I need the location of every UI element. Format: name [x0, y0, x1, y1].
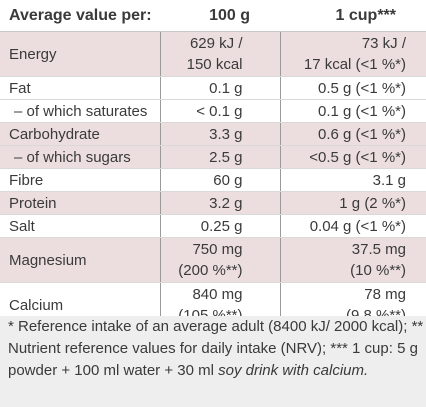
value-line: 73 kJ /: [361, 35, 406, 52]
header-per-cup: 1 cup***: [280, 0, 426, 32]
footnote-italic-text: soy drink with calcium.: [218, 362, 369, 379]
row-carbohydrate: Carbohydrate 3.3 g 0.6 g (<1 %*): [0, 122, 426, 146]
nutrient-name: – of which sugars: [0, 145, 160, 169]
value-per-100g: < 0.1 g: [159, 99, 280, 123]
row-fibre: Fibre 60 g 3.1 g: [0, 168, 426, 192]
nutrient-name: Salt: [0, 214, 160, 238]
value-line: 17 kcal (<1 %*): [303, 56, 406, 73]
value-line: (10 %**): [350, 262, 406, 279]
value-per-100g: 0.1 g: [159, 76, 280, 100]
nutrient-name: Energy: [0, 31, 160, 77]
row-sugars: – of which sugars 2.5 g <0.5 g (<1 %*): [0, 145, 426, 169]
value-per-cup: 0.5 g (<1 %*): [279, 76, 426, 100]
row-magnesium: Magnesium 750 mg (200 %**) 37.5 mg (10 %…: [0, 237, 426, 283]
footnote: * Reference intake of an average adult (…: [0, 316, 426, 407]
nutrient-name: Fat: [0, 76, 160, 100]
value-per-cup: 37.5 mg (10 %**): [279, 237, 426, 283]
value-line: 150 kcal: [186, 56, 243, 73]
value-per-cup: 0.1 g (<1 %*): [279, 99, 426, 123]
nutrient-name: Protein: [0, 191, 160, 215]
value-line: 840 mg: [192, 286, 243, 303]
value-per-cup: 0.6 g (<1 %*): [279, 122, 426, 146]
header-per-100g: 100 g: [160, 0, 280, 32]
value-per-cup: 73 kJ / 17 kcal (<1 %*): [279, 31, 426, 77]
row-energy: Energy 629 kJ / 150 kcal 73 kJ / 17 kcal…: [0, 31, 426, 77]
nutrient-name: – of which saturates: [0, 99, 160, 123]
value-per-100g: 750 mg (200 %**): [159, 237, 280, 283]
footnote-text: * Reference intake of an average adult (…: [8, 318, 424, 379]
table-header-row: Average value per: 100 g 1 cup***: [0, 0, 426, 32]
header-average-value: Average value per:: [0, 0, 160, 32]
row-saturates: – of which saturates < 0.1 g 0.1 g (<1 %…: [0, 99, 426, 123]
nutrition-table: Average value per: 100 g 1 cup*** Energy…: [0, 0, 426, 328]
nutrient-name: Carbohydrate: [0, 122, 160, 146]
value-per-cup: 1 g (2 %*): [279, 191, 426, 215]
value-per-100g: 0.25 g: [159, 214, 280, 238]
value-line: 37.5 mg: [351, 241, 406, 258]
value-per-cup: 3.1 g: [279, 168, 426, 192]
row-fat: Fat 0.1 g 0.5 g (<1 %*): [0, 76, 426, 100]
value-per-100g: 629 kJ / 150 kcal: [159, 31, 280, 77]
value-per-100g: 3.2 g: [159, 191, 280, 215]
value-line: (200 %**): [178, 262, 243, 279]
value-line: 750 mg: [192, 241, 243, 258]
value-per-cup: <0.5 g (<1 %*): [279, 145, 426, 169]
row-salt: Salt 0.25 g 0.04 g (<1 %*): [0, 214, 426, 238]
value-per-100g: 3.3 g: [159, 122, 280, 146]
value-per-100g: 60 g: [159, 168, 280, 192]
nutrient-name: Fibre: [0, 168, 160, 192]
value-line: 629 kJ /: [189, 35, 243, 52]
row-protein: Protein 3.2 g 1 g (2 %*): [0, 191, 426, 215]
nutrient-name: Magnesium: [0, 237, 160, 283]
value-line: 78 mg: [364, 286, 406, 303]
value-per-cup: 0.04 g (<1 %*): [279, 214, 426, 238]
value-per-100g: 2.5 g: [159, 145, 280, 169]
